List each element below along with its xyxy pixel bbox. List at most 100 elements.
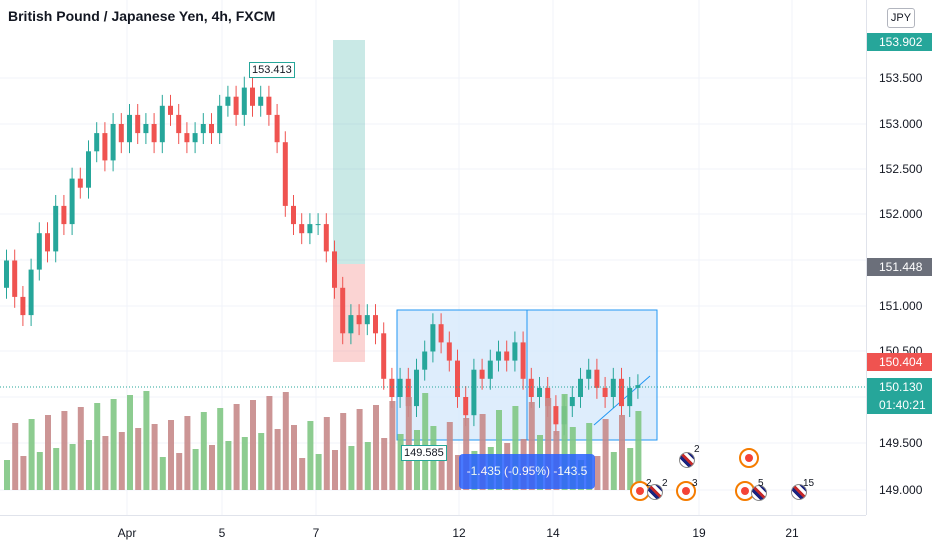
time-tick: 7 (312, 526, 320, 540)
candle-body (520, 342, 526, 379)
volume-bar (561, 394, 568, 490)
candle-body (299, 224, 305, 234)
volume-bar (364, 442, 371, 490)
candle-body (209, 124, 214, 134)
candle-body (45, 233, 50, 252)
candle-body (610, 378, 616, 397)
symbol-title[interactable]: British Pound / Japanese Yen, 4h, FXCM (8, 8, 276, 24)
price-scale[interactable]: JPY 153.500 153.000 152.500 152.000 151.… (866, 0, 932, 515)
candle-body (569, 397, 575, 407)
candle-body (389, 378, 395, 397)
candle-body (258, 96, 264, 106)
price-tick: 152.000 (879, 207, 923, 221)
candle-body (291, 205, 296, 225)
event-count: 2 (662, 478, 668, 489)
volume-bar (184, 416, 191, 490)
volume-bar (36, 452, 43, 490)
candle-body (373, 315, 378, 334)
volume-bar (405, 397, 412, 490)
candlestick-chart[interactable] (0, 0, 866, 515)
volume-bar (274, 429, 281, 490)
candle-body (635, 385, 641, 388)
volume-bar (381, 438, 388, 490)
time-tick: 14 (546, 526, 560, 540)
candle-body (159, 105, 165, 143)
volume-bar (28, 419, 35, 490)
candle-body (586, 369, 592, 379)
event-icon[interactable] (676, 481, 696, 501)
volume-bar (200, 412, 207, 490)
high-price-label: 153.413 (249, 62, 295, 78)
candle-body (20, 296, 26, 316)
event-count: 5 (758, 478, 764, 489)
volume-bar (159, 457, 166, 490)
candle-body (200, 124, 206, 134)
volume-bar (315, 454, 322, 490)
event-icon[interactable] (739, 448, 759, 468)
volume-bar (438, 459, 445, 490)
measure-text: -1.435 (-0.95%) -143.5 (466, 464, 588, 478)
volume-bar (233, 404, 240, 490)
volume-bar (291, 425, 297, 490)
candle-body (348, 315, 354, 334)
volume-bar (619, 415, 625, 490)
candle-body (356, 315, 362, 325)
volume-bar (348, 446, 355, 490)
candle-body (446, 342, 452, 361)
volume-bar (20, 456, 27, 490)
price-tick: 152.500 (879, 162, 923, 176)
candle-body (405, 378, 411, 407)
volume-bar (151, 424, 158, 490)
volume-bar (323, 417, 330, 490)
candle-body (414, 369, 419, 407)
candle-body (323, 224, 329, 252)
candle-body (135, 114, 141, 134)
candle-body (463, 397, 469, 416)
volume-bar (209, 445, 215, 490)
time-scale[interactable]: Apr 5 7 12 14 19 21 (0, 515, 866, 550)
countdown-label: 01:40:21 (867, 396, 932, 414)
candle-body (241, 87, 247, 115)
candle-body (619, 378, 624, 407)
event-dot (636, 487, 644, 495)
volume-bar (225, 441, 232, 490)
volume-bar (118, 432, 125, 490)
chart-pane[interactable]: British Pound / Japanese Yen, 4h, FXCM 1… (0, 0, 866, 515)
volume-bar (4, 460, 10, 490)
gbp-flag-icon[interactable] (751, 485, 767, 501)
volume-bar (340, 413, 347, 490)
candle-body (512, 342, 518, 361)
candle-body (553, 406, 559, 425)
candle-body (537, 387, 542, 397)
price-tick: 153.000 (879, 117, 923, 131)
gbp-flag-icon[interactable] (791, 484, 807, 500)
candle-body (143, 124, 149, 134)
volume-bar (250, 400, 256, 490)
volume-bar (610, 452, 617, 490)
volume-bar (602, 419, 609, 490)
time-tick: 12 (452, 526, 466, 540)
volume-bar (176, 453, 183, 490)
event-count: 2 (694, 444, 700, 455)
candle-body (176, 114, 182, 134)
price-tick: 153.500 (879, 71, 923, 85)
volume-bar (168, 420, 174, 490)
gbp-flag-icon[interactable] (647, 484, 663, 500)
price-tick: 149.500 (879, 436, 923, 450)
candle-body (627, 387, 633, 407)
volume-bar (53, 448, 60, 490)
volume-bar (422, 393, 429, 490)
volume-bar (332, 450, 338, 490)
candle-body (110, 124, 116, 161)
candle-body (307, 224, 313, 234)
candle-body (397, 378, 403, 397)
candle-body (12, 260, 18, 297)
time-tick: 21 (785, 526, 799, 540)
currency-button[interactable]: JPY (887, 8, 915, 28)
candle-body (102, 133, 108, 161)
volume-bar (512, 406, 519, 490)
volume-bar (307, 421, 314, 490)
volume-bar (627, 448, 634, 490)
gbp-flag-icon[interactable] (679, 452, 695, 468)
volume-bar (135, 428, 142, 490)
